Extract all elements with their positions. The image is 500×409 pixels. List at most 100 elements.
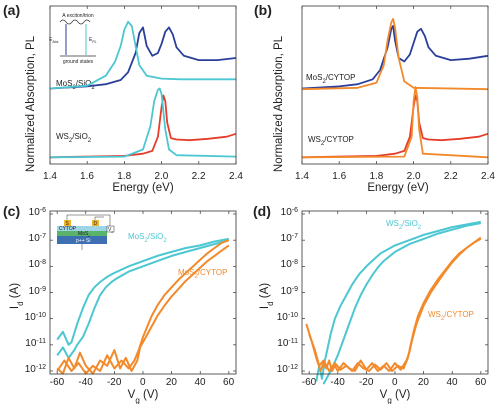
y-tick-label: 10-10 <box>25 312 46 324</box>
inset-title: A exciton/trion <box>62 13 94 19</box>
x-tick-label: 2.2 <box>444 171 458 182</box>
series-line <box>315 220 481 382</box>
y-tick-label: 10-12 <box>277 364 298 376</box>
inset-source-label: S <box>66 221 70 227</box>
x-tick-label: 0 <box>140 377 146 388</box>
series-line <box>308 238 482 372</box>
x-axis-label: Energy (eV) <box>112 182 174 194</box>
series-line <box>56 244 230 375</box>
panel-label: (a) <box>3 2 20 18</box>
inset-vd-label: Vd <box>108 227 113 234</box>
plot-frame <box>49 5 237 165</box>
energy-level-inset: A exciton/trion EAbs EPL ground states <box>49 13 97 65</box>
series-line <box>49 87 237 159</box>
x-tick-label: -20 <box>107 377 122 388</box>
panel-label: (b) <box>254 2 272 18</box>
inset-substrate-label: p++ Si <box>76 238 90 244</box>
x-tick-labels: 1.4 1.6 1.8 2.0 2.2 2.4 <box>295 171 495 182</box>
y-tick-labels: 10-6 10-7 10-8 10-9 10-10 10-11 10-12 <box>277 207 298 376</box>
series-line <box>49 20 236 90</box>
y-axis-label: Id (A) <box>9 283 25 309</box>
cytop-layer <box>57 226 107 231</box>
y-tick-labels: 10-6 10-7 10-8 10-9 10-10 10-11 10-12 <box>25 207 46 376</box>
x-tick-labels: 1.4 1.6 1.8 2.0 2.2 2.4 <box>43 171 243 182</box>
panel-c: (c) Id (A) Vg (V) 10-6 10-7 10-8 10-9 10… <box>3 203 237 405</box>
channel-layer <box>57 231 107 236</box>
axis-ticks <box>302 211 488 374</box>
y-tick-label: 10-7 <box>281 233 298 245</box>
inset-drain-label: D <box>94 221 98 227</box>
x-tick-label: 2.2 <box>192 171 206 182</box>
x-tick-label: 1.6 <box>80 171 94 182</box>
panel-label: (d) <box>253 203 271 219</box>
annotation-ws2-sio2: WS2/SiO2 <box>386 219 422 231</box>
x-tick-label: 60 <box>223 377 235 388</box>
plot-area-curves <box>302 211 488 385</box>
x-tick-label: 40 <box>194 377 206 388</box>
x-tick-label: -20 <box>359 377 374 388</box>
y-tick-label: 10-10 <box>277 312 298 324</box>
x-tick-label: 1.8 <box>117 171 131 182</box>
annotation-ws2-cytop: WS2/CYTOP <box>428 310 474 322</box>
plot-area-curves <box>50 211 236 375</box>
x-axis-label: Vg (V) <box>380 389 411 404</box>
y-tick-label: 10-8 <box>29 259 46 271</box>
inset-ground-label: ground states <box>63 59 94 65</box>
y-axis-label: Normalized Absorption, PL <box>273 35 285 172</box>
y-axis-label: Normalized Absorption, PL <box>25 35 37 172</box>
annotation-mos2-sio2: MoS2/SiO2 <box>128 232 167 244</box>
x-tick-labels: -60 -40 -20 0 20 40 60 <box>50 377 235 388</box>
x-tick-label: 40 <box>446 377 458 388</box>
excited-state-level <box>59 19 91 25</box>
x-tick-label: 1.6 <box>332 171 346 182</box>
wire <box>66 214 111 226</box>
vd-source <box>106 225 115 233</box>
series-line <box>56 239 230 375</box>
series-line <box>49 26 237 90</box>
series-line <box>56 239 230 359</box>
y-tick-label: 10-11 <box>25 338 46 350</box>
source-contact <box>64 220 71 226</box>
series-line <box>301 17 489 91</box>
y-axis-label: Id (A) <box>259 283 275 309</box>
series-line <box>56 237 229 346</box>
series-line <box>301 25 489 90</box>
x-tick-label: -40 <box>330 377 345 388</box>
plot-frame <box>301 5 489 165</box>
panel-label: (c) <box>3 203 20 219</box>
annotation-ws2-cytop: WS2/CYTOP <box>308 135 354 147</box>
wire <box>94 216 104 220</box>
panel-a: (a) Normalized Absorption, PL Energy (eV… <box>3 2 243 194</box>
plot-area-curves <box>49 6 237 164</box>
series-line <box>49 94 237 159</box>
x-tick-label: 2.4 <box>229 171 243 182</box>
x-axis-label: Vg (V) <box>128 389 159 404</box>
plot-frame <box>49 210 237 375</box>
y-tick-label: 10-6 <box>281 207 298 219</box>
y-tick-label: 10-9 <box>29 286 46 298</box>
panel-b: (b) Normalized Absorption, PL Energy (eV… <box>254 2 495 194</box>
substrate-layer <box>57 236 107 244</box>
x-tick-label: 20 <box>418 377 430 388</box>
y-tick-label: 10-12 <box>25 364 46 376</box>
y-tick-label: 10-11 <box>277 338 298 350</box>
x-tick-label: 2.0 <box>154 171 168 182</box>
x-tick-label: 1.4 <box>43 171 57 182</box>
drain-contact <box>92 220 99 226</box>
y-tick-label: 10-6 <box>29 207 46 219</box>
x-tick-label: -60 <box>50 377 65 388</box>
x-tick-label: 1.8 <box>369 171 383 182</box>
x-tick-label: 2.4 <box>481 171 495 182</box>
x-axis-label: Energy (eV) <box>367 182 429 194</box>
x-tick-label: 20 <box>166 377 178 388</box>
device-schematic-inset: CYTOP S D MoS2 p++ Si Vd <box>57 214 115 250</box>
y-tick-label: 10-8 <box>281 259 298 271</box>
inset-abs-label: EAbs <box>49 37 59 44</box>
y-tick-label: 10-9 <box>281 286 298 298</box>
inset-layer-label: MoS2 <box>78 231 90 238</box>
inset-pl-label: EPL <box>89 37 97 44</box>
annotation-mos2-cytop: MoS2/CYTOP <box>306 73 355 85</box>
x-tick-label: 1.4 <box>295 171 309 182</box>
series-line <box>301 86 489 159</box>
